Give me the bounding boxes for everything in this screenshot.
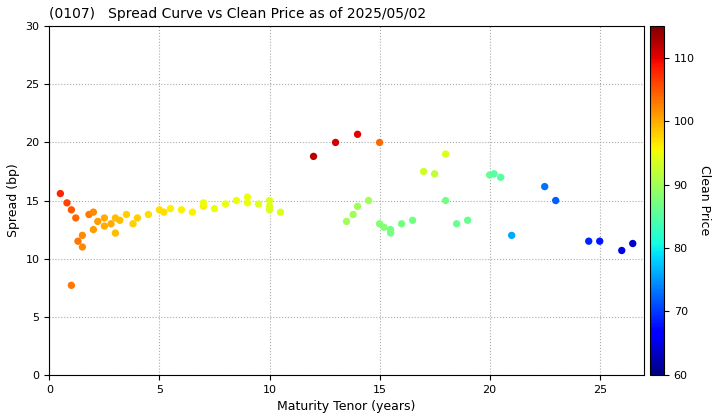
Point bbox=[352, 131, 364, 138]
Point bbox=[627, 240, 639, 247]
Point bbox=[198, 203, 210, 210]
Point bbox=[92, 218, 104, 225]
Point bbox=[616, 247, 628, 254]
Point bbox=[264, 203, 275, 210]
Text: (0107)   Spread Curve vs Clean Price as of 2025/05/02: (0107) Spread Curve vs Clean Price as of… bbox=[50, 7, 426, 21]
Point bbox=[132, 215, 143, 221]
Point bbox=[88, 209, 99, 215]
Point bbox=[440, 151, 451, 158]
Point bbox=[539, 183, 551, 190]
Point bbox=[264, 207, 275, 213]
Point bbox=[275, 209, 287, 215]
Point bbox=[72, 238, 84, 244]
Point bbox=[61, 200, 73, 206]
Point bbox=[253, 201, 264, 207]
Point bbox=[396, 220, 408, 227]
Point bbox=[143, 211, 154, 218]
Point bbox=[121, 211, 132, 218]
Point bbox=[550, 197, 562, 204]
Point bbox=[220, 201, 231, 207]
Point bbox=[378, 224, 390, 231]
Point bbox=[307, 153, 319, 160]
Y-axis label: Clean Price: Clean Price bbox=[698, 165, 711, 236]
Point bbox=[127, 220, 139, 227]
Point bbox=[583, 238, 595, 244]
Point bbox=[374, 139, 385, 146]
Point bbox=[242, 200, 253, 206]
Point bbox=[153, 207, 165, 213]
Point bbox=[429, 171, 441, 177]
Point bbox=[330, 139, 341, 146]
Point bbox=[109, 215, 121, 221]
Point bbox=[76, 244, 88, 250]
Point bbox=[407, 217, 418, 223]
Point bbox=[55, 190, 66, 197]
Point bbox=[451, 220, 462, 227]
Point bbox=[209, 205, 220, 212]
Point bbox=[99, 215, 110, 221]
Point bbox=[384, 226, 396, 233]
Point bbox=[70, 215, 81, 221]
Y-axis label: Spread (bp): Spread (bp) bbox=[7, 164, 20, 237]
Point bbox=[363, 197, 374, 204]
Point bbox=[506, 232, 518, 239]
Point bbox=[495, 174, 506, 181]
Point bbox=[488, 171, 500, 177]
Point bbox=[418, 168, 429, 175]
Point bbox=[66, 207, 77, 213]
Point bbox=[88, 226, 99, 233]
Point bbox=[462, 217, 474, 223]
Point bbox=[198, 200, 210, 206]
Point bbox=[230, 197, 242, 204]
Point bbox=[105, 220, 117, 227]
Point bbox=[594, 238, 606, 244]
Point bbox=[186, 209, 198, 215]
Point bbox=[176, 207, 187, 213]
X-axis label: Maturity Tenor (years): Maturity Tenor (years) bbox=[277, 400, 415, 413]
Point bbox=[264, 197, 275, 204]
Point bbox=[76, 232, 88, 239]
Point bbox=[352, 203, 364, 210]
Point bbox=[384, 230, 396, 236]
Point bbox=[84, 211, 95, 218]
Point bbox=[341, 218, 352, 225]
Point bbox=[484, 172, 495, 178]
Point bbox=[158, 209, 170, 215]
Point bbox=[109, 230, 121, 236]
Point bbox=[242, 194, 253, 200]
Point bbox=[440, 197, 451, 204]
Point bbox=[374, 220, 385, 227]
Point bbox=[66, 282, 77, 289]
Point bbox=[114, 217, 125, 223]
Point bbox=[99, 223, 110, 229]
Point bbox=[348, 211, 359, 218]
Point bbox=[165, 205, 176, 212]
